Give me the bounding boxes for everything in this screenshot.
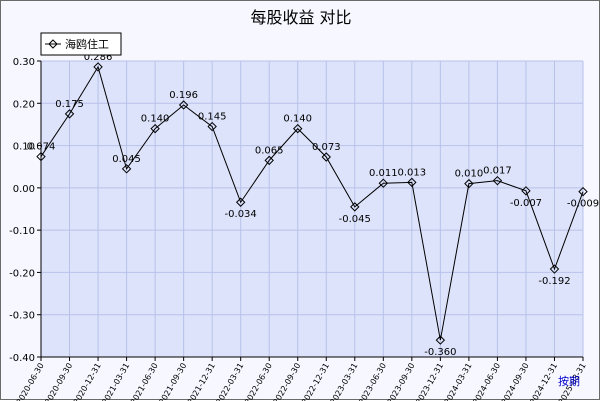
legend: 海鸥住工 bbox=[41, 33, 121, 55]
data-label: 0.010 bbox=[455, 169, 484, 180]
x-tick-label: 2024-12-31 bbox=[528, 362, 559, 401]
x-tick-label: 2021-09-30 bbox=[157, 362, 188, 401]
y-tick-label: 0.00 bbox=[13, 184, 35, 195]
x-tick-label: 2021-12-31 bbox=[186, 362, 217, 401]
data-label: 0.011 bbox=[369, 168, 398, 179]
data-label: -0.009 bbox=[567, 199, 599, 210]
data-label: 0.145 bbox=[198, 112, 227, 123]
x-tick-label: 2024-09-30 bbox=[500, 362, 531, 401]
x-tick-label: 2023-12-31 bbox=[414, 362, 445, 401]
y-tick-label: 0.20 bbox=[13, 99, 35, 110]
data-label: 0.013 bbox=[398, 167, 427, 178]
data-label: 0.140 bbox=[283, 114, 312, 125]
data-label: -0.034 bbox=[225, 209, 257, 220]
x-tick-label: 2022-12-31 bbox=[300, 362, 331, 401]
x-tick-label: 2020-06-30 bbox=[15, 362, 46, 401]
data-label: -0.007 bbox=[510, 198, 542, 209]
chart-title: 每股收益 对比 bbox=[250, 8, 351, 27]
y-tick-label: 0.30 bbox=[13, 57, 35, 68]
x-tick-label: 2023-06-30 bbox=[357, 362, 388, 401]
data-label: -0.360 bbox=[424, 347, 456, 358]
x-tick-label: 2023-09-30 bbox=[386, 362, 417, 401]
data-label: 0.017 bbox=[483, 166, 512, 177]
data-label: 0.196 bbox=[169, 90, 198, 101]
data-label: 0.074 bbox=[27, 142, 56, 153]
data-label: 0.140 bbox=[141, 114, 170, 125]
x-tick-label: 2022-06-30 bbox=[243, 362, 274, 401]
x-tick-label: 2022-03-31 bbox=[214, 362, 245, 401]
y-tick-label: -0.30 bbox=[9, 311, 35, 322]
plot-background bbox=[41, 61, 583, 357]
data-label: 0.175 bbox=[55, 99, 84, 110]
data-label: -0.045 bbox=[339, 214, 371, 225]
data-label: -0.192 bbox=[538, 276, 570, 287]
y-tick-label: -0.10 bbox=[9, 226, 35, 237]
y-tick-label: -0.40 bbox=[9, 353, 35, 364]
x-tick-label: 2024-03-31 bbox=[443, 362, 474, 401]
period-link[interactable]: 按期 bbox=[558, 374, 580, 388]
data-label: 0.065 bbox=[255, 145, 284, 156]
legend-label: 海鸥住工 bbox=[65, 37, 109, 51]
x-tick-label: 2020-12-31 bbox=[72, 362, 103, 401]
plot-area: 0.300.200.100.00-0.10-0.20-0.30-0.402020… bbox=[9, 52, 599, 401]
x-tick-label: 2022-09-30 bbox=[271, 362, 302, 401]
x-tick-label: 2021-06-30 bbox=[129, 362, 160, 401]
x-tick-label: 2023-03-31 bbox=[328, 362, 359, 401]
x-tick-label: 2020-09-30 bbox=[43, 362, 74, 401]
data-label: 0.073 bbox=[312, 142, 341, 153]
y-tick-label: -0.20 bbox=[9, 268, 35, 279]
x-tick-label: 2021-03-31 bbox=[100, 362, 131, 401]
x-tick-label: 2024-06-30 bbox=[471, 361, 502, 401]
data-label: 0.045 bbox=[112, 154, 141, 165]
